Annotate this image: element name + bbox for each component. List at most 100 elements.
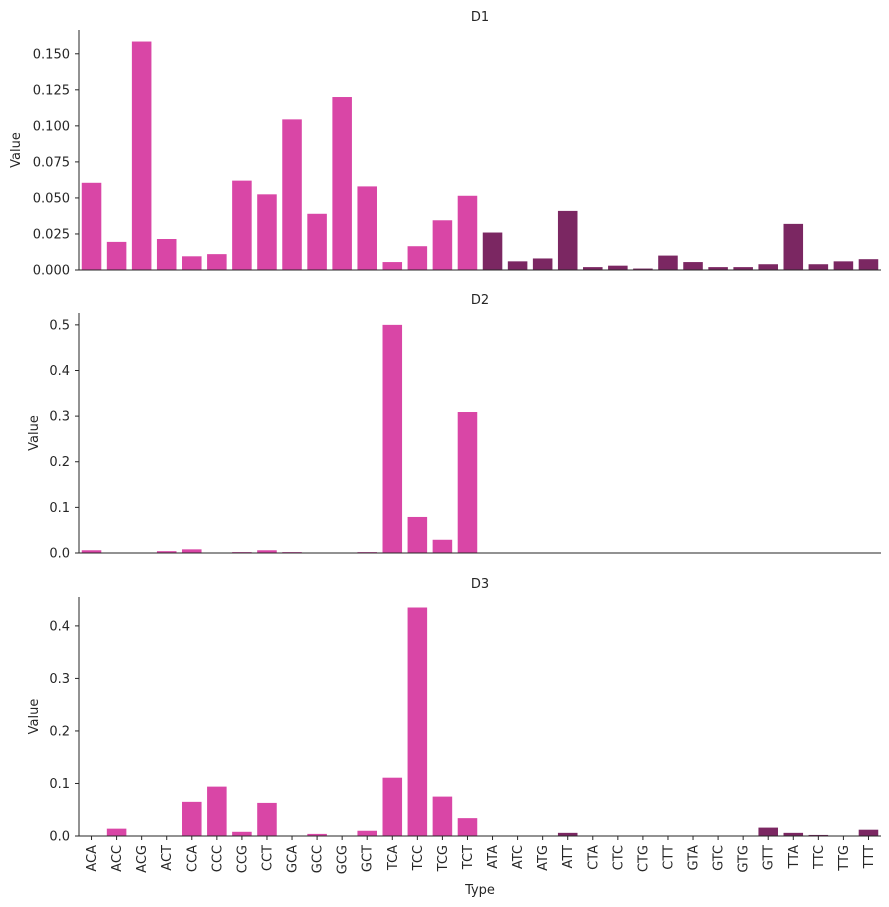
panel-title: D3: [471, 577, 489, 592]
y-tick-label: 0.125: [33, 83, 70, 98]
x-tick-label: GTG: [737, 845, 752, 873]
panel-d3: D3 Value 0.0 0.1 0.2 0.3 0.4: [27, 577, 881, 845]
x-tick-label: CCT: [260, 845, 275, 871]
bar-ttc: [808, 264, 829, 270]
bar-tcg: [432, 220, 453, 270]
x-tick-label: CCC: [210, 845, 225, 872]
y-tick-label: 0.0: [49, 547, 70, 562]
bar-ttc: [808, 834, 829, 836]
bar-tcc: [407, 516, 428, 553]
y-axis-label: Value: [27, 415, 42, 451]
bar-acc: [106, 828, 127, 836]
x-tick-label: TCC: [411, 845, 426, 871]
x-tick-label: ACA: [85, 845, 100, 872]
bar-cca: [182, 801, 202, 836]
y-tick-label: 0.4: [49, 364, 70, 379]
x-tick-label: CTT: [661, 845, 676, 870]
bar-aca: [81, 550, 102, 553]
y-axis-label: Value: [9, 132, 24, 168]
panel-title: D2: [471, 293, 489, 308]
bar-ctg: [633, 268, 653, 270]
y-tick-label: 0.3: [49, 672, 70, 687]
y-tick-label: 0.025: [33, 227, 70, 242]
y-tick-label: 0.0: [49, 830, 70, 845]
x-tick-label: GCC: [311, 845, 326, 873]
bar-tct: [457, 412, 478, 553]
bar-tcg: [432, 796, 453, 836]
y-tick-label: 0.075: [33, 155, 70, 170]
x-tick-label: TTC: [812, 845, 827, 870]
bar-atg: [532, 258, 553, 270]
x-tick-label: ATT: [561, 845, 576, 869]
y-tick-label: 0.1: [49, 501, 70, 516]
x-tick-label: TCT: [461, 845, 476, 870]
y-tick-label: 0.150: [33, 47, 70, 62]
x-tick-label: CCG: [235, 845, 250, 873]
x-tick-label: ATC: [511, 845, 526, 869]
y-tick-label: 0.100: [33, 119, 70, 134]
x-tick-label: CTA: [586, 845, 601, 870]
x-tick-label: ACC: [110, 845, 125, 872]
bar-act: [156, 239, 177, 270]
bar-cca: [182, 549, 202, 553]
bar-gca: [282, 119, 302, 270]
bar-tta: [783, 832, 804, 836]
bar-tct: [457, 818, 478, 836]
x-tick-label: TTA: [787, 845, 802, 870]
bar-tct: [457, 195, 478, 270]
bar-ccc: [207, 786, 227, 836]
bar-ccg: [232, 180, 252, 270]
y-axis-label: Value: [27, 699, 42, 735]
x-tick-label: TCA: [386, 845, 401, 871]
y-tick-label: 0.3: [49, 410, 70, 425]
y-tick-label: 0.1: [49, 777, 70, 792]
panel-d2: D2 Value 0.0 0.1 0.2 0.3 0.4 0.5: [27, 293, 881, 562]
bar-ccg: [232, 831, 252, 836]
bar-act: [156, 551, 177, 553]
bar-ttg: [833, 261, 854, 270]
bar-tcc: [407, 246, 428, 270]
x-tick-label: ACG: [135, 845, 150, 873]
bar-gtg: [733, 267, 753, 270]
bar-tcg: [432, 539, 453, 553]
bar-att: [557, 210, 578, 270]
x-tick-label: CTC: [611, 845, 626, 870]
x-tick-label: TTT: [862, 845, 877, 869]
y-tick-label: 0.2: [49, 724, 70, 739]
bar-ttt: [858, 259, 879, 270]
bar-ccc: [207, 254, 227, 270]
y-tick-label: 0.4: [49, 619, 70, 634]
x-tick-label: TCG: [436, 845, 451, 872]
bar-ctt: [658, 255, 678, 270]
bar-gcc: [307, 833, 327, 836]
bar-tca: [382, 262, 403, 270]
x-tick-label: ATG: [536, 845, 551, 871]
y-tick-label: 0.5: [49, 318, 70, 333]
x-tick-label: GTT: [762, 845, 777, 870]
x-tick-label: ACT: [160, 845, 175, 871]
y-tick-label: 0.2: [49, 455, 70, 470]
x-tick-label: CTG: [636, 845, 651, 872]
bar-gct: [357, 186, 377, 270]
panel-d1: D1 Value 0.000 0.025 0.050 0.075 0.100 0.125 0.1…: [9, 10, 881, 279]
panel-title: D1: [471, 10, 489, 25]
x-tick-label: GTC: [712, 845, 727, 871]
x-tick-label: TTG: [837, 845, 852, 872]
bar-gct: [357, 830, 377, 836]
y-tick-label: 0.050: [33, 191, 70, 206]
bar-att: [557, 832, 578, 836]
x-axis-label: Type: [464, 883, 495, 898]
x-tick-label: GCT: [361, 845, 376, 872]
bar-ata: [482, 232, 503, 270]
bar-gtc: [708, 267, 728, 270]
bar-acc: [106, 241, 127, 270]
bar-atc: [507, 261, 528, 270]
x-tick-label: GTA: [687, 845, 702, 871]
bar-gtt: [758, 264, 778, 270]
bar-ttt: [858, 829, 879, 836]
bar-tta: [783, 223, 804, 270]
bar-ctc: [608, 265, 628, 270]
x-tick-label: GCG: [336, 845, 351, 874]
bar-cta: [583, 267, 603, 270]
